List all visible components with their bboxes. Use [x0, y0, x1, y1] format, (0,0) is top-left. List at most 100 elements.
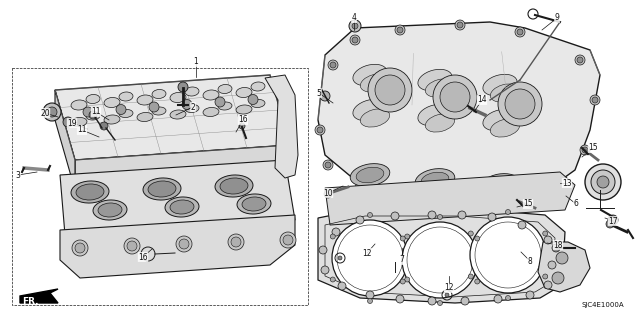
Ellipse shape — [71, 181, 109, 203]
Circle shape — [63, 117, 73, 127]
Ellipse shape — [170, 110, 186, 119]
Circle shape — [332, 228, 340, 236]
Text: 7: 7 — [399, 256, 404, 264]
Circle shape — [352, 37, 358, 43]
Text: 14: 14 — [477, 95, 487, 105]
Text: 18: 18 — [553, 241, 563, 249]
Circle shape — [438, 300, 442, 306]
Circle shape — [402, 222, 478, 298]
Circle shape — [349, 20, 361, 32]
Circle shape — [468, 274, 473, 279]
Text: 4: 4 — [351, 13, 356, 23]
Circle shape — [417, 200, 423, 206]
Ellipse shape — [415, 169, 455, 191]
Circle shape — [178, 82, 188, 92]
Ellipse shape — [185, 104, 199, 113]
Circle shape — [176, 236, 192, 252]
Polygon shape — [20, 289, 58, 303]
Circle shape — [323, 160, 333, 170]
Circle shape — [396, 295, 404, 303]
Circle shape — [433, 75, 477, 119]
Circle shape — [485, 195, 495, 205]
Text: 12: 12 — [444, 284, 454, 293]
Ellipse shape — [119, 109, 133, 117]
Circle shape — [330, 234, 335, 239]
Circle shape — [438, 214, 442, 219]
Circle shape — [43, 103, 61, 121]
Circle shape — [328, 60, 338, 70]
Circle shape — [368, 68, 412, 112]
Ellipse shape — [356, 167, 384, 183]
Circle shape — [367, 299, 372, 303]
Circle shape — [461, 297, 469, 305]
Circle shape — [215, 97, 225, 107]
Circle shape — [400, 279, 405, 284]
Circle shape — [338, 282, 346, 290]
Ellipse shape — [490, 84, 520, 102]
Circle shape — [366, 291, 374, 299]
Circle shape — [404, 277, 410, 282]
Circle shape — [352, 23, 358, 29]
Circle shape — [517, 29, 523, 35]
Circle shape — [518, 221, 526, 229]
Polygon shape — [60, 160, 295, 235]
Text: 2: 2 — [191, 102, 195, 112]
Circle shape — [470, 217, 546, 293]
Ellipse shape — [170, 93, 186, 102]
Ellipse shape — [483, 74, 517, 96]
Circle shape — [592, 97, 598, 103]
Circle shape — [544, 236, 552, 244]
Circle shape — [330, 277, 335, 282]
Circle shape — [231, 237, 241, 247]
Ellipse shape — [242, 197, 266, 211]
Text: 11: 11 — [92, 108, 100, 116]
Circle shape — [47, 107, 57, 117]
Polygon shape — [265, 75, 298, 178]
Circle shape — [475, 279, 480, 284]
Ellipse shape — [360, 74, 390, 92]
Circle shape — [228, 234, 244, 250]
Circle shape — [375, 75, 405, 105]
Circle shape — [488, 213, 496, 221]
Polygon shape — [55, 75, 290, 160]
Circle shape — [116, 105, 126, 115]
Text: 3: 3 — [15, 170, 20, 180]
Circle shape — [321, 266, 329, 274]
Circle shape — [319, 246, 327, 254]
Circle shape — [556, 252, 568, 264]
Ellipse shape — [170, 200, 194, 214]
Ellipse shape — [218, 85, 232, 93]
Text: 1: 1 — [194, 57, 198, 66]
Ellipse shape — [360, 109, 390, 127]
Ellipse shape — [353, 64, 387, 86]
Circle shape — [543, 274, 548, 279]
Circle shape — [332, 220, 408, 296]
Circle shape — [585, 164, 621, 200]
Ellipse shape — [236, 87, 252, 98]
Ellipse shape — [353, 99, 387, 121]
Ellipse shape — [421, 172, 449, 188]
Circle shape — [280, 232, 296, 248]
Circle shape — [526, 291, 534, 299]
Ellipse shape — [490, 119, 520, 137]
Circle shape — [182, 100, 192, 109]
Circle shape — [315, 125, 325, 135]
Ellipse shape — [86, 112, 100, 120]
Circle shape — [367, 212, 372, 218]
Ellipse shape — [426, 114, 454, 132]
Circle shape — [83, 107, 93, 117]
Circle shape — [575, 55, 585, 65]
Circle shape — [404, 234, 410, 239]
Circle shape — [597, 176, 609, 188]
Ellipse shape — [152, 107, 166, 115]
Ellipse shape — [426, 79, 454, 97]
Circle shape — [577, 57, 583, 63]
Text: 16: 16 — [238, 115, 248, 124]
Circle shape — [325, 162, 331, 168]
Circle shape — [75, 243, 85, 253]
Ellipse shape — [236, 105, 252, 114]
Ellipse shape — [93, 200, 127, 220]
Circle shape — [475, 236, 480, 241]
Circle shape — [557, 182, 563, 188]
Circle shape — [89, 111, 97, 119]
